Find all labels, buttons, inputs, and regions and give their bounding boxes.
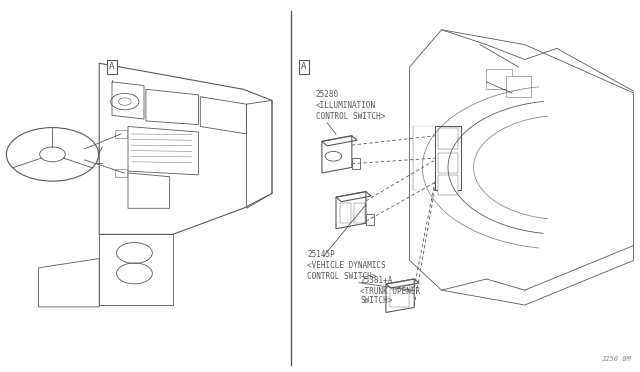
- FancyBboxPatch shape: [340, 203, 351, 223]
- Text: <ILLUMINATION: <ILLUMINATION: [316, 101, 376, 110]
- FancyBboxPatch shape: [366, 214, 374, 225]
- FancyBboxPatch shape: [354, 203, 365, 223]
- Text: <VEHICLE DYNAMICS: <VEHICLE DYNAMICS: [307, 261, 386, 270]
- FancyBboxPatch shape: [352, 158, 360, 169]
- Text: SWITCH>: SWITCH>: [360, 296, 393, 305]
- FancyBboxPatch shape: [438, 175, 458, 195]
- FancyBboxPatch shape: [438, 128, 458, 149]
- FancyBboxPatch shape: [506, 76, 531, 97]
- FancyBboxPatch shape: [115, 130, 127, 138]
- Text: J250 0M: J250 0M: [601, 356, 630, 362]
- Text: 25280: 25280: [316, 90, 339, 99]
- Text: 25145P: 25145P: [307, 250, 335, 259]
- FancyBboxPatch shape: [486, 69, 512, 89]
- FancyBboxPatch shape: [390, 289, 409, 307]
- Text: A: A: [301, 62, 307, 71]
- FancyBboxPatch shape: [438, 153, 458, 173]
- Text: CONTROL SWITCH>: CONTROL SWITCH>: [316, 112, 385, 121]
- Text: <TRUNK OPENER: <TRUNK OPENER: [360, 287, 420, 296]
- FancyBboxPatch shape: [115, 169, 127, 177]
- Text: CONTROL SWITCH>: CONTROL SWITCH>: [307, 272, 376, 281]
- Text: A: A: [109, 62, 115, 71]
- Text: 25381+A: 25381+A: [360, 276, 393, 285]
